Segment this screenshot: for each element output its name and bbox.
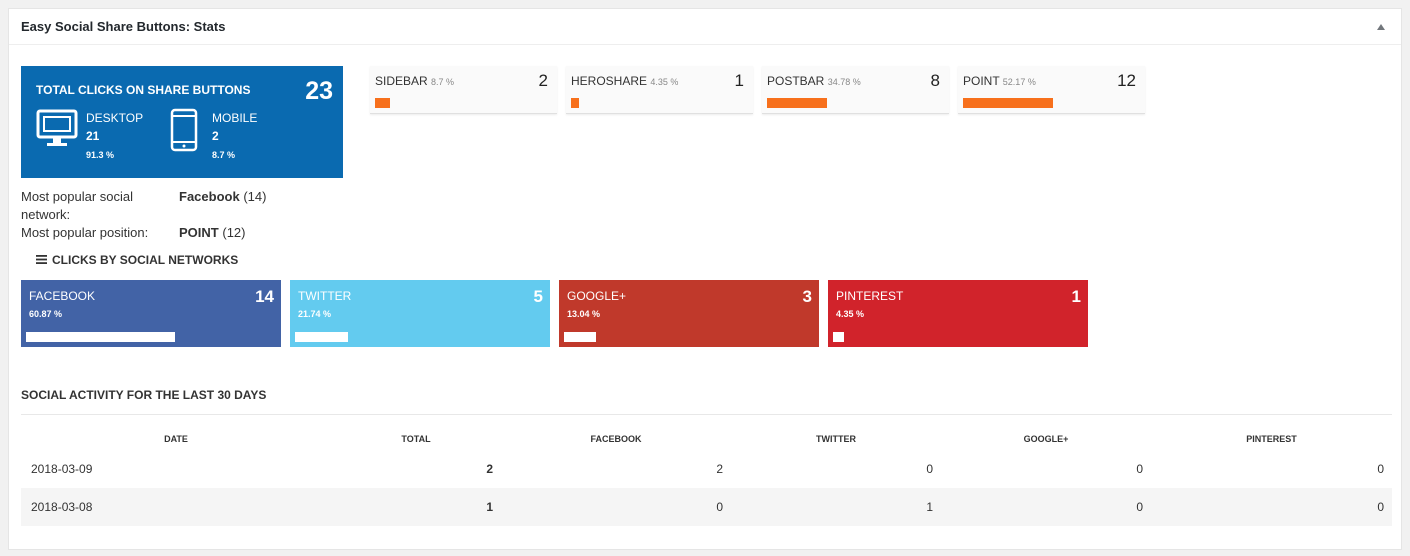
column-header-facebook: FACEBOOK [590,434,642,444]
networks-heading: CLICKS BY SOCIAL NETWORKS [52,253,239,267]
total-clicks-title: TOTAL CLICKS ON SHARE BUTTONS [36,83,251,97]
cell-twitter: 0 [926,462,933,476]
network-label: GOOGLE+ [567,289,627,303]
total-clicks-count: 23 [305,77,333,105]
network-card-googleplus: GOOGLE+ 13.04 % 3 [559,280,819,347]
total-clicks-box: TOTAL CLICKS ON SHARE BUTTONS 23 DESKTOP… [21,66,343,178]
position-label: POINT [963,74,1000,88]
column-header-date: DATE [164,434,188,444]
desktop-label: DESKTOP [86,111,144,125]
cell-date: 2018-03-09 [31,462,93,476]
position-pct: 52.17 % [1002,77,1036,87]
column-header-total: TOTAL [401,434,431,444]
position-label: SIDEBAR [375,74,428,88]
mobile-icon [170,108,198,152]
network-label: PINTEREST [836,289,904,303]
position-pct: 4.35 % [650,77,679,87]
popular-network-value: Facebook (14) [179,189,267,204]
position-card-postbar: POSTBAR 34.78 % 8 [762,66,949,114]
position-count: 8 [930,71,940,90]
widget-title: Easy Social Share Buttons: Stats [21,19,226,34]
divider [21,414,1392,415]
position-count: 1 [734,71,744,90]
network-label: FACEBOOK [29,289,96,303]
position-bar [375,98,390,108]
cell-pinterest: 0 [1377,462,1384,476]
position-card-heroshare: HEROSHARE 4.35 % 1 [566,66,753,114]
position-bar [767,98,827,108]
table-row: 2018-03-08 1 0 1 0 0 [21,488,1392,526]
desktop-value: 21 [86,129,100,143]
position-count: 12 [1117,71,1136,90]
position-label: POSTBAR [767,74,825,88]
network-pct: 21.74 % [298,309,332,319]
network-pct: 60.87 % [29,309,63,319]
network-card-twitter: TWITTER 21.74 % 5 [290,280,550,347]
cell-date: 2018-03-08 [21,488,331,526]
position-bar [963,98,1053,108]
cell-pinterest: 0 [1151,488,1392,526]
position-count: 2 [538,71,548,90]
popular-position-value: POINT (12) [179,225,246,240]
network-count: 5 [533,287,543,306]
table-row: 2018-03-09 2 2 0 0 0 [21,450,1392,488]
network-bar [833,332,844,342]
network-count: 14 [255,287,274,306]
network-bar [295,332,348,342]
network-pct: 4.35 % [836,309,865,319]
position-pct: 34.78 % [827,77,861,87]
cell-googleplus: 0 [941,488,1151,526]
popular-position-label: Most popular position: [21,225,149,240]
cell-googleplus: 0 [1136,462,1143,476]
network-count: 3 [802,287,812,306]
popular-network-label: Most popular social network: [21,189,133,222]
network-bar [564,332,596,342]
cell-twitter: 1 [731,488,941,526]
cell-facebook: 0 [501,488,731,526]
position-pct: 8.7 % [431,77,455,87]
cell-facebook: 2 [716,462,723,476]
position-bar [571,98,579,108]
desktop-pct: 91.3 % [86,150,115,160]
column-header-pinterest: PINTEREST [1246,434,1297,444]
position-label: HEROSHARE [571,74,648,88]
column-header-twitter: TWITTER [816,434,856,444]
position-card-sidebar: SIDEBAR 8.7 % 2 [370,66,557,114]
network-count: 1 [1071,287,1081,306]
desktop-icon [36,109,78,146]
mobile-pct: 8.7 % [212,150,236,160]
network-card-pinterest: PINTEREST 4.35 % 1 [828,280,1088,347]
activity-title: SOCIAL ACTIVITY FOR THE LAST 30 DAYS [21,388,267,402]
collapse-arrow-icon[interactable] [1377,23,1385,30]
position-card-point: POINT 52.17 % 12 [958,66,1145,114]
stats-widget: Easy Social Share Buttons: Stats TOTAL C… [8,8,1402,550]
cell-total: 2 [486,462,493,476]
column-header-googleplus: GOOGLE+ [1023,434,1069,444]
mobile-label: MOBILE [212,111,258,125]
mobile-value: 2 [212,129,219,143]
network-label: TWITTER [298,289,352,303]
network-bar [26,332,175,342]
cell-total: 1 [331,488,501,526]
table-header-row: DATE TOTAL FACEBOOK TWITTER GOOGLE+ PINT… [21,428,1392,450]
network-card-facebook: FACEBOOK 60.87 % 14 [21,280,281,347]
menu-lines-icon [36,255,47,264]
widget-header: Easy Social Share Buttons: Stats [9,9,1401,45]
activity-table: DATE TOTAL FACEBOOK TWITTER GOOGLE+ PINT… [21,428,1392,526]
network-pct: 13.04 % [567,309,601,319]
